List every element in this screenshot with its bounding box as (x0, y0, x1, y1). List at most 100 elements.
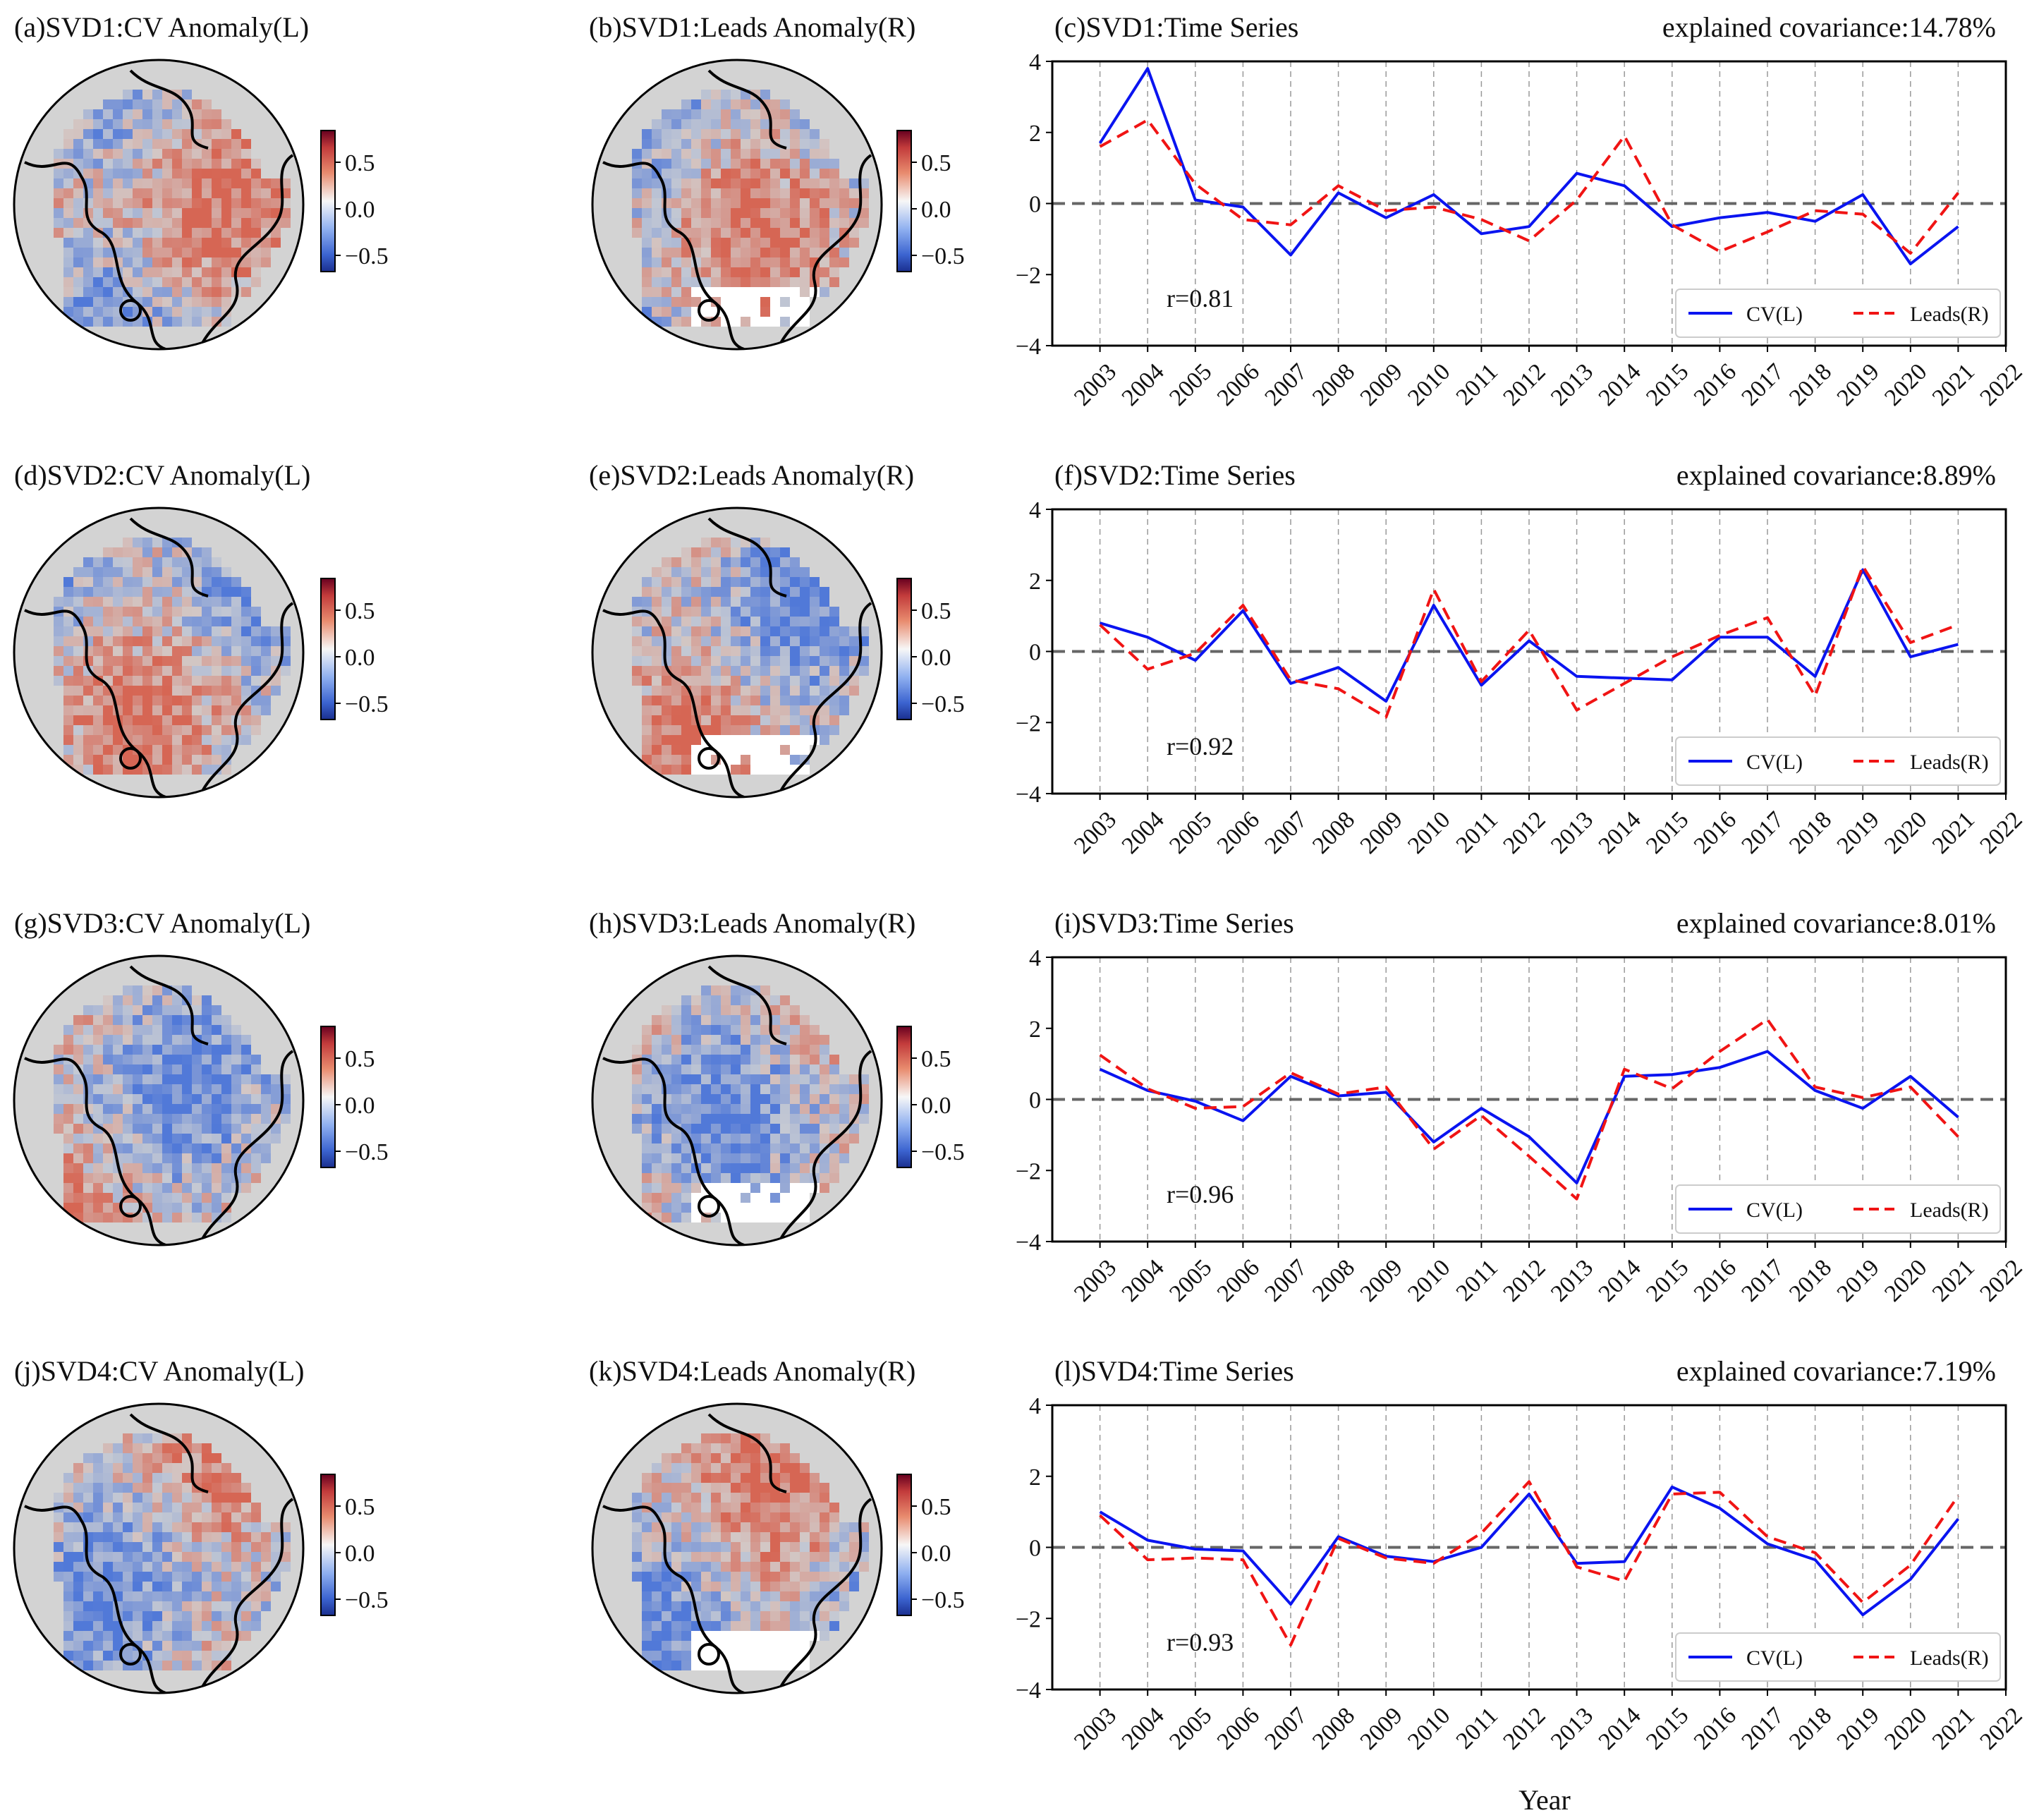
negative-anomaly-cell (271, 656, 281, 666)
positive-anomaly-cell (820, 1084, 829, 1094)
positive-anomaly-cell (123, 1433, 133, 1443)
negative-anomaly-cell (83, 287, 93, 297)
positive-anomaly-cell (681, 765, 691, 775)
positive-anomaly-cell (790, 188, 800, 198)
negative-anomaly-cell (103, 109, 113, 119)
negative-anomaly-cell (750, 1114, 760, 1124)
positive-anomaly-cell (162, 297, 172, 307)
negative-anomaly-cell (123, 169, 133, 178)
negative-anomaly-cell (681, 1015, 691, 1025)
positive-anomaly-cell (820, 169, 829, 178)
positive-anomaly-cell (790, 129, 800, 139)
negative-anomaly-cell (810, 1104, 820, 1114)
positive-anomaly-cell (770, 159, 780, 169)
positive-anomaly-cell (212, 715, 221, 725)
negative-anomaly-cell (701, 1055, 711, 1064)
explained-covariance: explained covariance:7.19% (1676, 1355, 1996, 1387)
y-tick-label: 4 (1029, 497, 1041, 523)
positive-anomaly-cell (642, 725, 652, 735)
positive-anomaly-cell (152, 696, 162, 705)
positive-anomaly-cell (123, 636, 133, 646)
negative-anomaly-cell (93, 617, 103, 626)
negative-anomaly-cell (162, 1183, 172, 1193)
positive-anomaly-cell (192, 1601, 202, 1611)
positive-anomaly-cell (750, 1503, 760, 1512)
positive-anomaly-cell (829, 1512, 839, 1522)
negative-anomaly-cell (251, 1163, 261, 1173)
negative-anomaly-cell (671, 169, 681, 178)
positive-anomaly-cell (820, 277, 829, 287)
negative-anomaly-cell (152, 109, 162, 119)
x-tick-label: 2017 (1736, 358, 1789, 411)
positive-anomaly-cell (810, 238, 820, 248)
positive-anomaly-cell (652, 567, 662, 577)
negative-anomaly-cell (241, 1621, 251, 1631)
positive-anomaly-cell (849, 686, 859, 696)
coastline (24, 517, 294, 797)
negative-anomaly-cell (241, 1601, 251, 1611)
positive-anomaly-cell (162, 248, 172, 257)
positive-anomaly-cell (632, 1064, 642, 1074)
positive-anomaly-cell (701, 257, 711, 267)
positive-anomaly-cell (810, 1114, 820, 1124)
positive-anomaly-cell (212, 178, 221, 188)
positive-anomaly-cell (800, 1015, 810, 1025)
positive-anomaly-cell (212, 676, 221, 686)
negative-anomaly-cell (642, 1522, 652, 1532)
negative-anomaly-cell (829, 607, 839, 617)
positive-anomaly-cell (721, 1493, 731, 1503)
map-border (591, 59, 883, 351)
negative-anomaly-cell (800, 1124, 810, 1134)
negative-anomaly-cell (810, 1134, 820, 1143)
positive-anomaly-cell (820, 178, 829, 188)
negative-anomaly-cell (103, 1661, 113, 1670)
negative-anomaly-cell (770, 547, 780, 557)
positive-anomaly-cell (182, 666, 192, 676)
negative-anomaly-cell (192, 1143, 202, 1153)
negative-anomaly-cell (642, 1143, 652, 1153)
positive-anomaly-cell (142, 1512, 152, 1522)
missing-cell (780, 1661, 790, 1670)
positive-anomaly-cell (760, 1522, 770, 1532)
negative-anomaly-cell (202, 1153, 212, 1163)
positive-anomaly-cell (829, 1173, 839, 1183)
positive-anomaly-cell (829, 1104, 839, 1114)
negative-anomaly-cell (750, 1025, 760, 1035)
y-tick-label: −4 (1016, 782, 1041, 808)
negative-anomaly-cell (671, 1463, 681, 1473)
positive-anomaly-cell (800, 188, 810, 198)
negative-anomaly-cell (770, 1143, 780, 1153)
negative-anomaly-cell (662, 297, 671, 307)
positive-anomaly-cell (849, 188, 859, 198)
positive-anomaly-cell (202, 745, 212, 755)
positive-anomaly-cell (760, 1532, 770, 1542)
negative-anomaly-cell (701, 119, 711, 129)
negative-anomaly-cell (123, 1591, 133, 1601)
positive-anomaly-cell (750, 139, 760, 149)
negative-anomaly-cell (790, 646, 800, 656)
negative-anomaly-cell (123, 1143, 133, 1153)
positive-anomaly-cell (721, 705, 731, 715)
missing-cell (741, 1641, 750, 1651)
negative-anomaly-cell (142, 577, 152, 587)
negative-anomaly-cell (790, 1074, 800, 1084)
positive-anomaly-cell (681, 755, 691, 765)
colorbar-gradient (896, 1474, 912, 1616)
negative-anomaly-cell (202, 1124, 212, 1134)
negative-anomaly-cell (711, 1173, 721, 1183)
positive-anomaly-cell (839, 238, 849, 248)
negative-anomaly-cell (760, 715, 770, 725)
negative-anomaly-cell (711, 607, 721, 617)
positive-anomaly-cell (691, 567, 701, 577)
negative-anomaly-cell (63, 646, 73, 656)
negative-anomaly-cell (113, 109, 123, 119)
negative-anomaly-cell (93, 587, 103, 597)
positive-anomaly-cell (142, 267, 152, 277)
missing-cell (721, 297, 731, 307)
negative-anomaly-cell (93, 1542, 103, 1552)
positive-anomaly-cell (113, 188, 123, 198)
positive-anomaly-cell (731, 248, 741, 257)
positive-anomaly-cell (261, 1542, 271, 1552)
positive-anomaly-cell (212, 755, 221, 765)
positive-anomaly-cell (711, 169, 721, 178)
